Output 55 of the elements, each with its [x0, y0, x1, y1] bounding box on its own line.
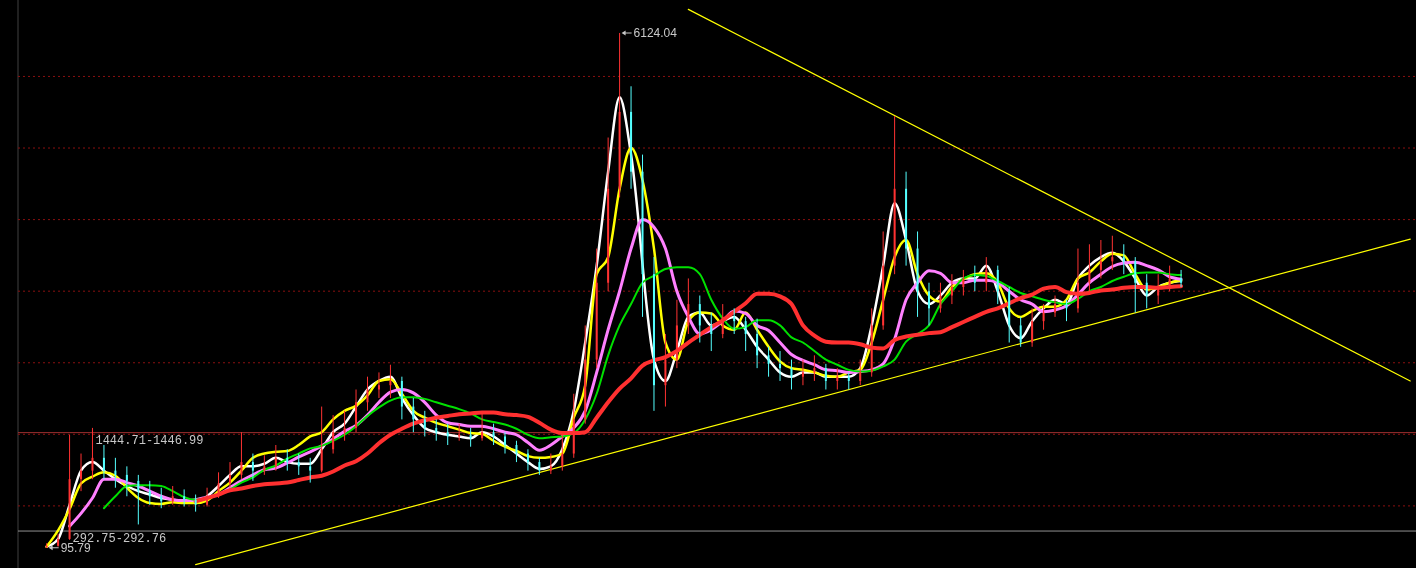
- candlestick: [973, 265, 976, 292]
- candlestick: [320, 406, 323, 473]
- candlestick: [481, 412, 484, 442]
- candlestick: [366, 376, 369, 412]
- candlestick: [962, 269, 965, 297]
- candlestick: [240, 431, 243, 480]
- candlestick: [1042, 303, 1045, 331]
- candlestick: [423, 410, 426, 437]
- candlestick: [263, 454, 266, 476]
- candlestick: [412, 397, 415, 433]
- candlestick: [985, 256, 988, 292]
- candlestick: [148, 480, 151, 506]
- candlestick: [698, 295, 701, 344]
- candlestick: [744, 316, 747, 352]
- candlestick: [274, 444, 277, 472]
- candlestick: [102, 444, 105, 480]
- candlestick: [57, 533, 60, 548]
- candlestick: [1099, 239, 1102, 279]
- candlestick: [251, 453, 254, 482]
- candlestick: [309, 457, 312, 484]
- candlestick: [859, 359, 862, 386]
- candlestick: [939, 282, 942, 314]
- annotation: 6124.04: [633, 25, 678, 40]
- candlestick: [217, 471, 220, 499]
- candlestick: [160, 487, 163, 509]
- candlestick: [526, 448, 529, 472]
- candlestick: [80, 453, 83, 492]
- candlestick: [790, 359, 793, 390]
- candlestick: [687, 277, 690, 335]
- candlestick: [721, 303, 724, 339]
- candlestick: [1134, 256, 1137, 314]
- candlestick: [332, 414, 335, 455]
- candlestick: [1031, 307, 1034, 348]
- candlestick: [1180, 269, 1183, 288]
- candlestick: [801, 359, 804, 386]
- candlestick: [1019, 316, 1022, 348]
- candlestick: [1145, 273, 1148, 309]
- ref-line-label: 1444.71-1446.99: [95, 433, 204, 448]
- candlestick: [504, 431, 507, 455]
- candlestick: [91, 427, 94, 480]
- candlestick: [228, 461, 231, 489]
- candlestick: [137, 474, 140, 525]
- candlestick: [996, 265, 999, 305]
- candlestick: [515, 440, 518, 463]
- candlestick: [824, 363, 827, 390]
- candlestick: [652, 256, 655, 412]
- candlestick: [767, 346, 770, 378]
- candlestick: [756, 318, 759, 369]
- candlestick: [549, 453, 552, 475]
- candlestick: [927, 282, 930, 326]
- candlestick: [1054, 295, 1057, 318]
- candlestick: [950, 273, 953, 305]
- candlestick: [710, 312, 713, 352]
- candlestick: [125, 465, 128, 497]
- candlestick: [171, 485, 174, 506]
